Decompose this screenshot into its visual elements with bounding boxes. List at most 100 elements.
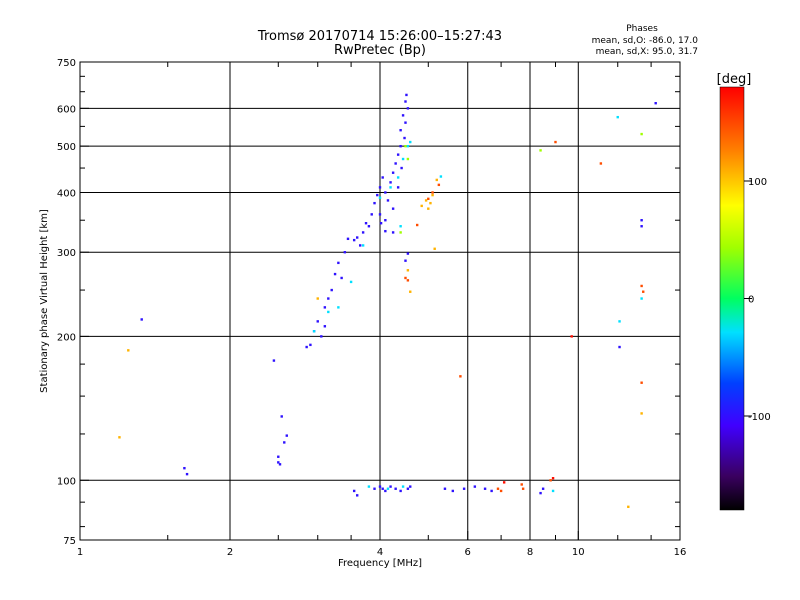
data-point	[378, 186, 382, 189]
data-point	[367, 485, 371, 488]
data-point	[473, 485, 477, 488]
data-point	[554, 140, 557, 144]
data-point	[280, 415, 283, 418]
data-point	[118, 436, 121, 439]
data-point	[520, 483, 523, 486]
data-point	[285, 434, 288, 437]
data-point	[376, 193, 379, 197]
data-point	[384, 489, 387, 493]
data-point	[409, 140, 412, 144]
data-point	[429, 201, 432, 205]
data-point	[384, 191, 387, 194]
data-point	[384, 219, 387, 222]
data-point	[389, 485, 392, 488]
data-point	[389, 186, 392, 189]
data-point	[640, 284, 643, 288]
data-point	[424, 199, 428, 202]
data-point	[404, 100, 407, 103]
data-point	[599, 162, 603, 165]
data-point	[443, 487, 447, 490]
data-point	[327, 310, 330, 314]
data-point	[277, 455, 280, 458]
data-point	[406, 157, 410, 161]
colorbar	[720, 87, 744, 510]
x-tick-label: 6	[465, 547, 471, 558]
data-points	[118, 93, 657, 509]
data-point	[618, 345, 621, 349]
data-point	[640, 219, 643, 222]
data-point	[401, 114, 405, 117]
axis-ticks: 1 2 4 6 8 10 16 75 100 200 300 400 500 600 750	[57, 58, 686, 558]
data-point	[127, 349, 130, 352]
data-point	[312, 330, 316, 333]
x-tick-label: 4	[377, 547, 383, 558]
data-point	[399, 144, 402, 148]
data-point	[406, 487, 410, 490]
data-point	[406, 279, 410, 282]
data-point	[349, 280, 353, 284]
data-point	[337, 306, 340, 309]
data-point	[316, 297, 319, 300]
chart-subtitle: RwPretec (Bp)	[334, 43, 426, 58]
data-point	[373, 487, 376, 490]
data-point	[396, 176, 400, 179]
data-point	[431, 191, 434, 194]
data-point	[381, 176, 384, 179]
data-point	[483, 487, 487, 490]
data-point	[272, 359, 276, 362]
data-point	[277, 461, 280, 464]
data-point	[405, 93, 408, 97]
y-tick-label: 200	[57, 332, 76, 343]
data-point	[358, 244, 362, 247]
data-point	[406, 252, 410, 255]
data-point	[391, 171, 395, 174]
data-point	[391, 231, 395, 234]
data-point	[406, 107, 410, 110]
data-point	[327, 297, 330, 300]
data-point	[399, 128, 402, 132]
x-tick-label: 2	[227, 547, 233, 558]
data-point	[549, 479, 552, 482]
data-point	[396, 186, 400, 189]
data-point	[427, 207, 430, 210]
data-point	[323, 325, 327, 328]
data-point	[305, 345, 308, 349]
data-point	[337, 261, 340, 265]
data-point	[378, 485, 382, 488]
data-point	[355, 494, 359, 497]
data-point	[346, 237, 350, 241]
data-point	[570, 335, 573, 338]
data-point	[399, 231, 402, 234]
data-point	[404, 276, 407, 280]
data-point	[431, 193, 434, 197]
data-point	[401, 485, 405, 488]
data-point	[140, 318, 143, 321]
colorbar-tick-label: 100	[748, 177, 767, 188]
data-point	[502, 481, 506, 484]
data-point	[384, 229, 387, 233]
data-point	[404, 121, 407, 124]
colorbar-ticks: 100 0 -100	[744, 177, 771, 423]
data-point	[459, 375, 462, 378]
data-point	[185, 472, 189, 476]
x-axis-label: Frequency [MHz]	[338, 558, 422, 569]
y-tick-label: 750	[57, 58, 76, 69]
data-point	[462, 487, 466, 490]
data-point	[370, 213, 373, 216]
y-tick-label: 500	[57, 142, 76, 153]
data-point	[420, 204, 423, 208]
data-point	[654, 101, 657, 105]
y-axis-label: Stationary phase Virtual Height [km]	[39, 209, 50, 393]
data-point	[323, 306, 327, 309]
data-point	[616, 115, 619, 119]
data-point	[340, 276, 343, 280]
data-point	[352, 238, 356, 242]
data-point	[278, 463, 282, 466]
data-point	[499, 489, 503, 493]
x-tick-label: 1	[77, 547, 83, 558]
y-tick-label: 600	[57, 104, 76, 115]
grid-lines	[80, 62, 680, 540]
data-point	[396, 153, 400, 156]
data-point	[399, 225, 402, 228]
